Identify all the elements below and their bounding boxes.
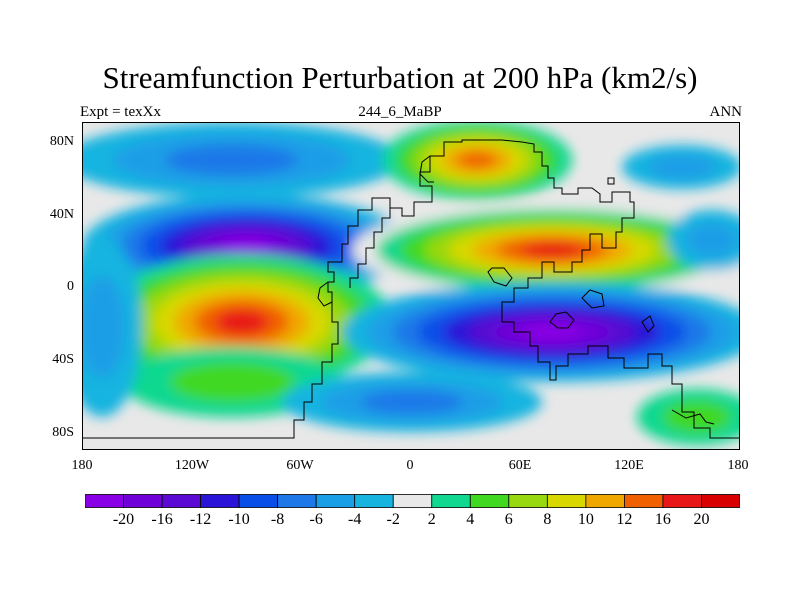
contour-band — [221, 237, 273, 255]
colorbar-swatch — [392, 494, 433, 508]
colorbar-label: 6 — [504, 511, 513, 528]
lon-tick-60w: 60W — [286, 458, 314, 473]
contour-band — [165, 145, 299, 175]
colorbar-swatch — [277, 494, 317, 508]
colorbar-label: 2 — [427, 511, 436, 528]
lon-tick-180w: 180 — [71, 458, 93, 473]
colorbar-label: -2 — [386, 511, 400, 528]
coastline — [82, 139, 740, 439]
lon-tick-60e: 60E — [508, 458, 532, 473]
colorbar-swatch — [624, 494, 664, 508]
contour-band — [663, 401, 731, 433]
colorbar-label: 4 — [466, 511, 475, 528]
lon-tick-120e: 120E — [614, 458, 644, 473]
colorbar-swatch — [431, 494, 471, 508]
contour-band — [82, 276, 125, 378]
colorbar-swatch — [123, 494, 163, 508]
colorbar-swatch — [585, 494, 625, 508]
contour-band — [686, 223, 738, 257]
colorbar-label: 20 — [693, 511, 710, 528]
colorbar-swatch — [469, 494, 510, 508]
colorbar-label: 8 — [543, 511, 552, 528]
contour-band — [520, 242, 584, 258]
colorbar-swatch — [200, 494, 240, 508]
plot-frame — [82, 122, 740, 450]
contour-band — [360, 390, 464, 414]
lat-tick-40n: 40N — [49, 207, 74, 222]
contour-band — [457, 151, 497, 169]
colorbar-label: -6 — [309, 511, 323, 528]
colorbar-swatch — [161, 494, 201, 508]
contour-map — [82, 122, 740, 450]
colorbar-label: -12 — [189, 511, 212, 528]
colorbar-swatch — [508, 494, 548, 508]
lat-tick-eq: 0 — [67, 279, 74, 294]
experiment-label: Expt = texXx — [80, 104, 161, 120]
colorbar-swatch — [354, 494, 394, 508]
contour-band — [215, 309, 269, 335]
colorbar-label: -8 — [270, 511, 285, 528]
colorbar-swatch — [701, 494, 740, 508]
colorbar-label: -4 — [348, 511, 362, 528]
colorbar-swatch — [662, 494, 702, 508]
lon-tick-120w: 120W — [174, 458, 210, 473]
colorbar-label: 10 — [577, 511, 594, 528]
period-label: 244_6_MaBP — [358, 104, 442, 120]
contour-band — [169, 362, 295, 402]
colorbar-label: -20 — [112, 511, 135, 528]
lat-tick-80s: 80S — [52, 425, 74, 440]
season-label: ANN — [709, 104, 743, 120]
contour-band — [648, 154, 716, 180]
colorbar-swatch — [238, 494, 279, 508]
colorbar-label: 12 — [616, 511, 633, 528]
lat-tick-80n: 80N — [49, 134, 74, 149]
lon-tick-180e: 180 — [727, 458, 749, 473]
lon-tick-0: 0 — [406, 458, 414, 473]
colorbar-swatch — [546, 494, 587, 508]
colorbar-swatch — [85, 494, 124, 508]
colorbar-swatch — [315, 494, 356, 508]
colorbar-label: -10 — [228, 511, 250, 528]
colorbar-label: -16 — [151, 511, 173, 528]
plot-title: Streamfunction Perturbation at 200 hPa (… — [102, 60, 698, 95]
colorbar — [85, 494, 740, 508]
colorbar-label: 16 — [654, 511, 671, 528]
lat-tick-40s: 40S — [52, 352, 74, 367]
